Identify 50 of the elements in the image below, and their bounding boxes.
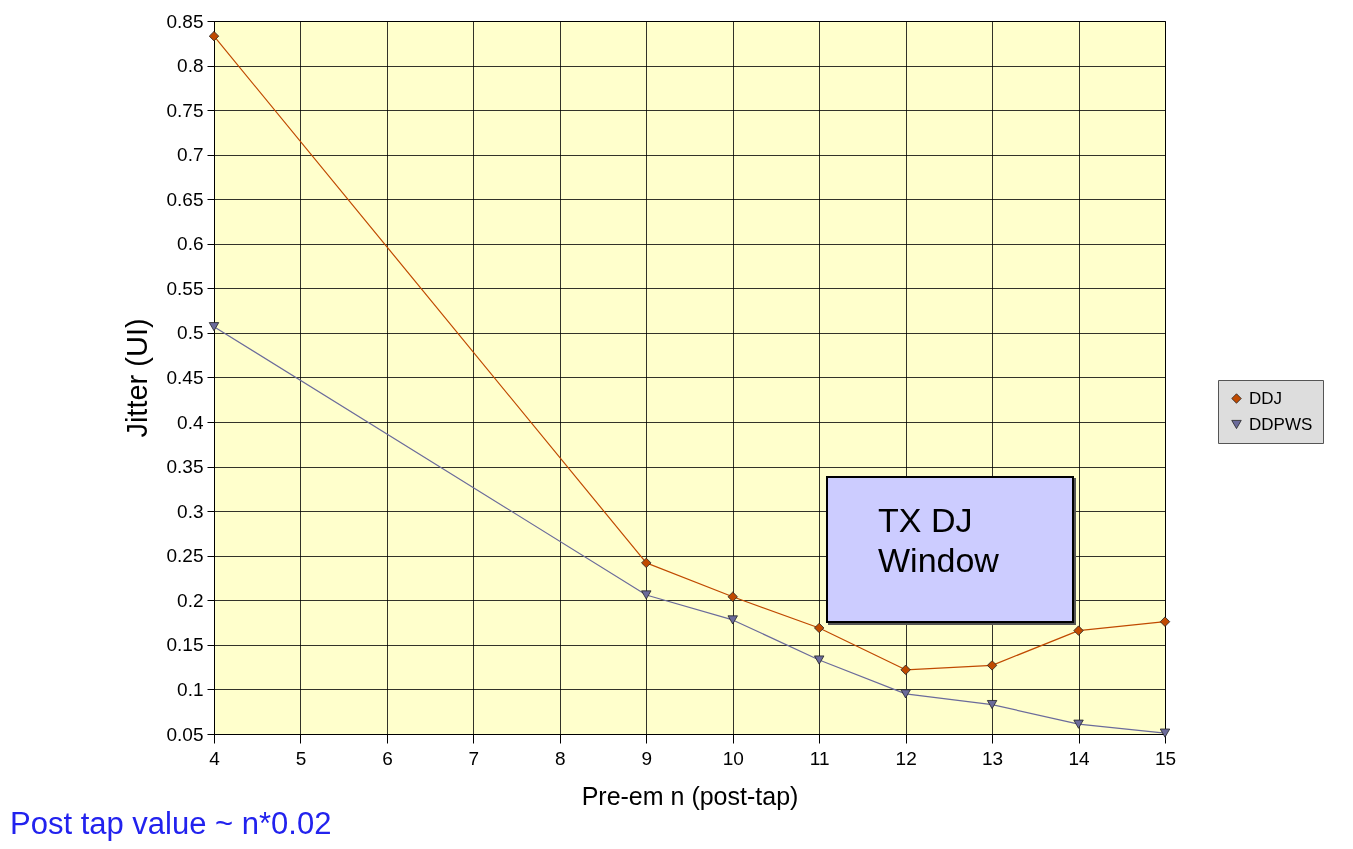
y-tick-label: 0.05 (166, 723, 204, 745)
point (1073, 719, 1084, 729)
legend-label: DDJ (1249, 388, 1283, 408)
point (986, 660, 998, 671)
x-tick-label: 13 (982, 747, 1004, 769)
y-tick-label: 0.7 (177, 144, 204, 166)
legend-label: DDPWS (1249, 414, 1313, 434)
x-tick-label: 5 (295, 747, 307, 769)
point (641, 557, 652, 569)
y-tick-label: 0.5 (177, 322, 204, 344)
point (727, 615, 738, 625)
y-tick-label: 0.8 (177, 55, 204, 77)
point (1159, 616, 1171, 627)
y-tick-label: 0.55 (166, 277, 204, 299)
y-tick-label: 0.3 (177, 500, 204, 522)
point (1073, 625, 1084, 636)
y-tick-label: 0.35 (166, 456, 204, 478)
x-tick-label: 9 (641, 747, 653, 769)
x-tick-label: 7 (468, 747, 480, 769)
y-tick-label: 0.65 (166, 188, 204, 210)
text: Post tap value ~ n*0.02 (10, 806, 332, 842)
point (1159, 728, 1171, 738)
y-tick-label: 0.75 (166, 99, 204, 121)
point (814, 655, 825, 665)
y-tick-label: 0.6 (177, 233, 204, 255)
text-box: TX DJ Window (826, 476, 1074, 623)
y-tick-label: 0.1 (177, 678, 204, 700)
point (986, 700, 998, 710)
y-axis-title: Jitter (UI) (120, 318, 153, 438)
y-tick-label: 0.45 (166, 367, 204, 388)
x-tick-label: 6 (382, 747, 393, 769)
point (727, 591, 738, 602)
y-tick-label: 0.4 (177, 411, 204, 433)
point (900, 664, 911, 675)
x-tick-label: 10 (722, 747, 744, 769)
y-tick-label: 0.2 (177, 589, 204, 611)
point (641, 590, 652, 600)
x-tick-label: 4 (209, 747, 221, 769)
point (208, 31, 220, 42)
point (900, 689, 911, 699)
x-tick-label: 12 (895, 747, 917, 769)
y-tick-label: 0.25 (166, 545, 204, 567)
x-axis-title: Pre-em n (post-tap) (581, 781, 799, 810)
x-tick-label: 15 (1154, 747, 1177, 769)
x-tick-label: 8 (555, 747, 566, 769)
y-tick-label: 0.85 (166, 10, 204, 32)
x-tick-label: 14 (1068, 747, 1091, 769)
x-tick-label: 11 (809, 747, 830, 769)
y-tick-label: 0.15 (166, 634, 204, 656)
point (814, 622, 825, 634)
